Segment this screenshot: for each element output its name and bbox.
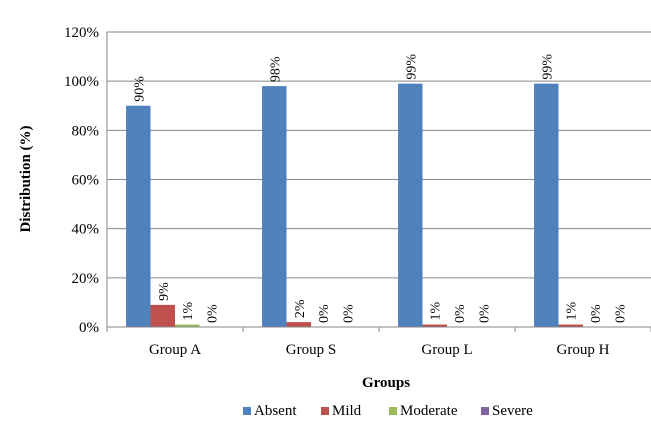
data-label: 2% (293, 299, 308, 318)
legend-label: Absent (254, 403, 297, 419)
bar-absent (126, 105, 151, 327)
data-label: 99% (404, 54, 419, 80)
y-axis-title: Distribution (%) (18, 125, 34, 232)
bar-absent (534, 83, 559, 327)
x-tick-label: Group L (421, 342, 472, 358)
legend-label: Severe (492, 403, 533, 419)
data-label: 0% (453, 304, 468, 323)
x-axis-title: Groups (362, 375, 410, 391)
data-label: 99% (540, 54, 555, 80)
gridlines (107, 31, 651, 279)
bar-absent (262, 86, 287, 327)
legend-swatch (481, 407, 489, 415)
data-label: 90% (132, 76, 147, 102)
legend-swatch (243, 407, 251, 415)
data-label: 0% (342, 304, 357, 323)
y-tick-label: 80% (72, 123, 100, 139)
data-label: 1% (181, 302, 196, 321)
data-label: 0% (206, 304, 221, 323)
bar-absent (398, 83, 423, 327)
y-tick-label: 40% (72, 222, 100, 238)
axes: 0% 20% 40% 60% 80% 100% 120% Group A Group S Grou… (64, 25, 651, 358)
x-tick-label: Group A (149, 342, 201, 358)
bar-moderate (175, 324, 200, 327)
legend-label: Moderate (400, 403, 458, 419)
data-label: 1% (565, 302, 580, 321)
y-tick-label: 0% (79, 320, 99, 336)
y-tick-label: 20% (72, 271, 100, 287)
data-labels: 90% 9% 1% 0% 98% 2% 0% 0% 99% 1% 0% 0% 99% 1% 0% 0% (132, 54, 628, 323)
legend-swatch (321, 407, 329, 415)
bar-mild (558, 324, 583, 327)
legend-label: Mild (332, 403, 362, 419)
data-label: 0% (589, 304, 604, 323)
data-label: 1% (429, 302, 444, 321)
data-label: 0% (317, 304, 332, 323)
data-label: 9% (157, 282, 172, 301)
legend: Absent Mild Moderate Severe (243, 403, 533, 419)
legend-swatch (389, 407, 397, 415)
data-label: 0% (614, 304, 629, 323)
y-tick-label: 60% (72, 173, 100, 189)
y-tick-label: 120% (64, 25, 99, 41)
data-label: 0% (478, 304, 493, 323)
bar-mild (150, 304, 175, 327)
y-tick-label: 100% (64, 74, 99, 90)
data-label: 98% (268, 56, 283, 82)
x-tick-label: Group S (286, 342, 336, 358)
x-tick-label: Group H (557, 342, 610, 358)
bars (126, 83, 583, 327)
bar-mild (286, 322, 311, 327)
bar-mild (422, 324, 447, 327)
